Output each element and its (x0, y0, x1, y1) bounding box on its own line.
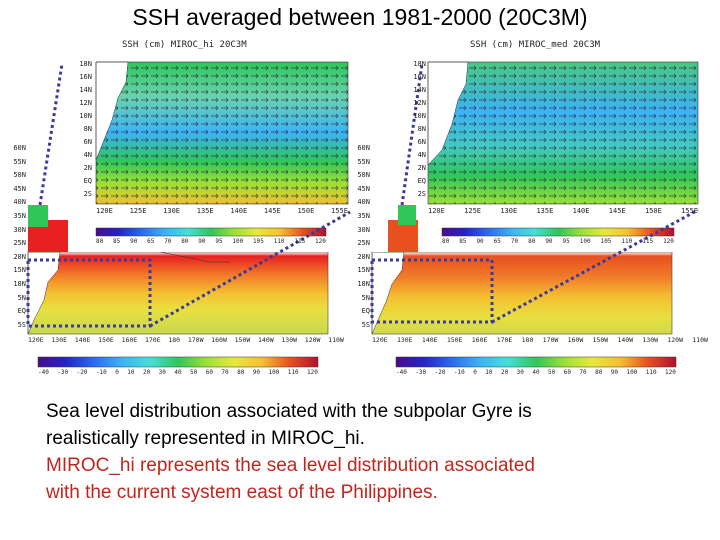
caption: Sea level distribution associated with t… (46, 398, 706, 506)
left-main-lat-ticks: 60N 55N 50N 45N 40N 35N 30N 25N 20N 15N 10N 5N… (13, 144, 26, 329)
land-mask (371, 251, 405, 335)
caption-line-1: Sea level distribution associated with t… (46, 401, 532, 422)
right-inset-lat-ticks: 18N 16N 14N 12N 10N 8N 6N 4N 2N EQ 2S (413, 60, 426, 198)
main-colorbar (395, 356, 677, 368)
land-mask (27, 251, 61, 335)
right-panel-graphic (370, 61, 699, 368)
left-panel: SSH (cm) MIROC_hi 20C3M 18N 16N 14N 12N 10… (0, 0, 360, 390)
left-panel-graphic (26, 61, 351, 368)
right-main-lon-ticks: 120E 130E 140E 150E 160E 170E 180 170W 160W 1… (372, 336, 708, 344)
left-inset-title: SSH (cm) MIROC_hi 20C3M (122, 40, 247, 50)
left-inset-colorbar-ticks: 80 85 90 65 70 80 90 95 100 105 110 115 120 (96, 238, 326, 245)
right-inset-colorbar-ticks: 80 85 90 65 70 80 90 95 100 105 110 115 120 (442, 238, 674, 245)
caption-line-4: with the current system east of the Phil… (46, 482, 438, 503)
right-panel: SSH (cm) MIROC_med 20C3M 18N 16N 14N 12N 1… (357, 0, 720, 390)
inset-colorbar (441, 227, 675, 237)
inset-colorbar (95, 227, 327, 237)
right-inset-lon-ticks: 120E 125E 130E 135E 140E 145E 150E 155E (428, 207, 698, 215)
inset-land (427, 61, 469, 166)
caption-line-2: realistically represented in MIROC_hi. (46, 428, 365, 449)
caption-line-3: MIROC_hi represents the sea level distri… (46, 455, 535, 476)
main-map-field (372, 252, 672, 334)
left-main-lon-ticks: 120E 130E 140E 150E 160E 170E 180 170W 160W 1… (28, 336, 344, 344)
left-inset-lon-ticks: 120E 125E 130E 135E 140E 145E 150E 155E (96, 207, 348, 215)
right-main-colorbar-ticks: -40 -30 -20 -10 0 10 20 30 40 50 60 70 80 90 10… (396, 369, 676, 376)
inset-land (95, 61, 129, 161)
left-inset-lat-ticks: 18N 16N 14N 12N 10N 8N 6N 4N 2N EQ 2S (79, 60, 92, 198)
main-colorbar (37, 356, 319, 368)
left-main-colorbar-ticks: -40 -30 -20 -10 0 10 20 30 40 50 60 70 80 90 10… (38, 369, 318, 376)
main-map-field (28, 252, 328, 334)
slide-title: SSH averaged between 1981-2000 (20C3M) (132, 4, 588, 30)
region-box (26, 258, 152, 328)
right-main-lat-ticks: 60N 55N 50N 45N 40N 35N 30N 25N 20N 15N 10N 5N… (357, 144, 370, 329)
region-box (370, 258, 494, 324)
right-inset-title: SSH (cm) MIROC_med 20C3M (470, 40, 601, 50)
coastline (149, 249, 230, 263)
guide-line-right (149, 210, 351, 328)
